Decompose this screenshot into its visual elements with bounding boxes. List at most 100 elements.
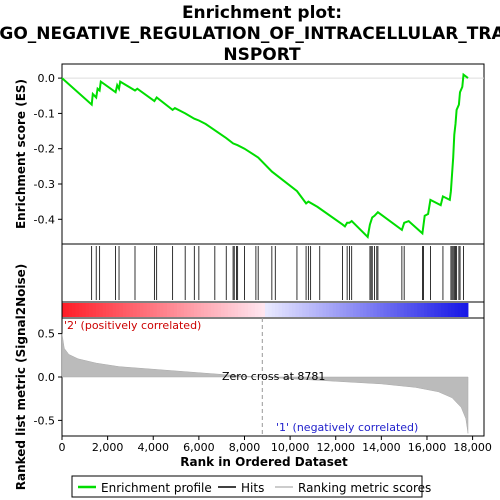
color-bar-segment bbox=[170, 303, 175, 317]
color-bar-segment bbox=[102, 303, 107, 317]
color-bar-segment bbox=[156, 303, 161, 317]
color-bar-segment bbox=[359, 303, 364, 317]
es-panel-frame bbox=[61, 63, 485, 245]
color-bar-segment bbox=[122, 303, 127, 317]
color-bar-segment bbox=[356, 303, 361, 317]
color-bar-segment bbox=[133, 303, 137, 317]
color-bar-segment bbox=[369, 303, 374, 317]
es-yaxis: 0.0 -0.1 -0.2 -0.3 -0.4 bbox=[34, 72, 62, 226]
color-bar-segment bbox=[352, 303, 357, 317]
legend-enrichment-label: Enrichment profile bbox=[101, 481, 212, 495]
color-bar-segment bbox=[457, 303, 462, 317]
color-bar-segment bbox=[160, 303, 164, 317]
color-bar-segment bbox=[109, 303, 114, 317]
color-bar-segment bbox=[200, 303, 205, 317]
color-bar-segment bbox=[65, 303, 70, 317]
color-bar-segment bbox=[193, 303, 198, 317]
color-bar-segment bbox=[349, 303, 354, 317]
color-bar-segment bbox=[244, 303, 249, 317]
color-bar-segment bbox=[420, 303, 425, 317]
color-bar-segment bbox=[258, 303, 263, 317]
color-bar-segment bbox=[342, 303, 347, 317]
legend-frame bbox=[71, 475, 423, 498]
color-bar-segment bbox=[241, 303, 246, 317]
color-bar-segment bbox=[89, 303, 93, 317]
color-bar-segment bbox=[68, 303, 73, 317]
es-ytick-label: -0.2 bbox=[34, 143, 55, 156]
color-bar-segment bbox=[366, 303, 371, 317]
color-bar-segment bbox=[380, 303, 384, 317]
color-bar-segment bbox=[139, 303, 144, 317]
color-bar-segment bbox=[78, 303, 83, 317]
color-bar-segment bbox=[400, 303, 405, 317]
color-bar-segment bbox=[407, 303, 411, 317]
ranking-metric-area bbox=[61, 333, 469, 434]
color-bar-segment bbox=[461, 303, 466, 317]
metric-ytick-label: -0.5 bbox=[34, 414, 55, 427]
color-bar-segment bbox=[227, 303, 232, 317]
x-tick-label: 6,000 bbox=[183, 441, 215, 454]
color-bar-segment bbox=[383, 303, 388, 317]
color-bar-segment bbox=[105, 303, 110, 317]
color-bar-segment bbox=[413, 303, 418, 317]
color-bar-segment bbox=[430, 303, 435, 317]
legend-metric-label: Ranking metric scores bbox=[298, 481, 431, 495]
color-bar-segment bbox=[417, 303, 422, 317]
color-bar-segment bbox=[254, 303, 259, 317]
color-bar-segment bbox=[424, 303, 428, 317]
es-ytick-label: 0.0 bbox=[38, 72, 56, 85]
color-bar-segment bbox=[99, 303, 104, 317]
color-bar-segment bbox=[116, 303, 120, 317]
color-bar-segment bbox=[95, 303, 100, 317]
color-bar-segment bbox=[403, 303, 408, 317]
color-bar-segment bbox=[163, 303, 168, 317]
color-bar-segment bbox=[298, 303, 303, 317]
metric-ytick-label: 0.0 bbox=[38, 371, 56, 384]
title-line-3: NSPORT bbox=[223, 45, 301, 65]
es-ytick-label: -0.3 bbox=[34, 178, 55, 191]
negative-correlation-label: '1' (negatively correlated) bbox=[276, 421, 418, 434]
color-bar-segment bbox=[437, 303, 442, 317]
color-bar-segment bbox=[464, 303, 469, 317]
color-bar-segment bbox=[261, 303, 266, 317]
color-bar-segment bbox=[237, 303, 242, 317]
color-bar-segment bbox=[386, 303, 391, 317]
color-bar-segment bbox=[444, 303, 449, 317]
color-bar-segment bbox=[332, 303, 337, 317]
color-bar-segment bbox=[112, 303, 117, 317]
x-tick-label: 4,000 bbox=[137, 441, 169, 454]
color-bar-segment bbox=[302, 303, 307, 317]
legend-hits-label: Hits bbox=[241, 481, 264, 495]
x-tick-label: 2,000 bbox=[92, 441, 124, 454]
x-tick-label: 12,000 bbox=[316, 441, 355, 454]
es-ytick-label: -0.1 bbox=[34, 107, 55, 120]
color-bar-segment bbox=[434, 303, 438, 317]
x-tick-label: 18,000 bbox=[453, 441, 492, 454]
color-bar-segment bbox=[315, 303, 320, 317]
color-bar-segment bbox=[309, 303, 313, 317]
color-bar-segment bbox=[136, 303, 141, 317]
color-bar-segment bbox=[427, 303, 432, 317]
color-bar-segment bbox=[248, 303, 252, 317]
color-bar-segment bbox=[336, 303, 340, 317]
x-tick-label: 0 bbox=[59, 441, 66, 454]
color-bar-segment bbox=[271, 303, 276, 317]
metric-ytick-label: 0.5 bbox=[38, 328, 56, 341]
color-bar-segment bbox=[183, 303, 188, 317]
es-ylabel: Enrichment score (ES) bbox=[14, 79, 28, 229]
color-bar-segment bbox=[322, 303, 327, 317]
color-bar-segment bbox=[339, 303, 344, 317]
color-bar-segment bbox=[410, 303, 415, 317]
color-bar-segment bbox=[278, 303, 283, 317]
color-bar-segment bbox=[376, 303, 381, 317]
color-bar-segment bbox=[221, 303, 225, 317]
color-bar-segment bbox=[126, 303, 131, 317]
color-bar-segment bbox=[119, 303, 124, 317]
color-bar-segment bbox=[451, 303, 455, 317]
color-bar-segment bbox=[329, 303, 334, 317]
color-bar-segment bbox=[288, 303, 293, 317]
color-bar-segment bbox=[146, 303, 151, 317]
color-bar-segment bbox=[190, 303, 195, 317]
color-bar-segment bbox=[363, 303, 367, 317]
rank-color-bar bbox=[62, 303, 469, 317]
